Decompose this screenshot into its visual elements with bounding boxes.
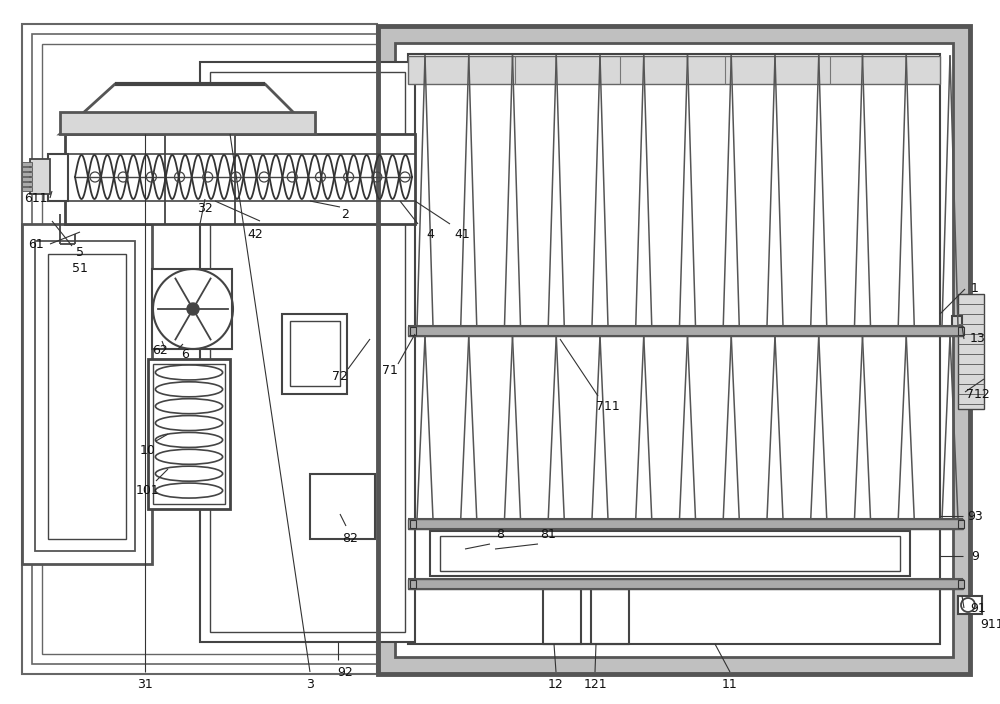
Text: 5: 5 bbox=[76, 246, 84, 258]
Bar bbox=[32, 34, 377, 664]
Text: 712: 712 bbox=[966, 387, 990, 401]
Bar bbox=[952, 316, 962, 334]
Text: 3: 3 bbox=[306, 677, 314, 691]
Bar bbox=[148, 359, 230, 509]
Bar bbox=[22, 224, 152, 564]
Bar bbox=[591, 589, 629, 644]
Bar bbox=[958, 596, 982, 614]
Bar bbox=[958, 294, 984, 409]
Text: 1: 1 bbox=[971, 282, 979, 296]
Bar bbox=[958, 520, 964, 528]
Text: 31: 31 bbox=[137, 677, 153, 691]
Bar bbox=[48, 154, 68, 201]
Text: 611: 611 bbox=[24, 191, 48, 204]
Bar bbox=[408, 519, 963, 529]
Text: 13: 13 bbox=[970, 332, 986, 346]
Bar bbox=[22, 24, 377, 674]
Bar bbox=[282, 314, 347, 394]
Bar bbox=[378, 26, 970, 674]
Circle shape bbox=[187, 303, 199, 315]
Text: 4: 4 bbox=[426, 227, 434, 241]
Bar bbox=[35, 241, 135, 551]
Bar bbox=[165, 134, 235, 224]
Bar bbox=[22, 177, 32, 181]
Bar bbox=[22, 162, 32, 166]
Bar bbox=[310, 474, 375, 539]
Bar bbox=[543, 589, 581, 644]
Bar bbox=[290, 321, 340, 386]
Text: 9: 9 bbox=[971, 550, 979, 562]
Text: 121: 121 bbox=[583, 677, 607, 691]
Bar bbox=[48, 254, 126, 539]
Bar bbox=[410, 327, 416, 335]
Bar bbox=[153, 364, 225, 504]
Bar bbox=[408, 579, 963, 589]
Text: 12: 12 bbox=[548, 677, 564, 691]
Polygon shape bbox=[60, 84, 315, 134]
Bar bbox=[958, 580, 964, 588]
Bar bbox=[210, 72, 405, 632]
Bar bbox=[408, 326, 963, 336]
Bar bbox=[60, 112, 315, 134]
Bar bbox=[430, 531, 910, 576]
Bar bbox=[408, 56, 940, 84]
Bar bbox=[408, 54, 940, 644]
Bar bbox=[30, 159, 50, 194]
Text: 10: 10 bbox=[140, 444, 156, 458]
Text: 72: 72 bbox=[332, 370, 348, 382]
Bar bbox=[200, 62, 415, 642]
Text: 61: 61 bbox=[28, 237, 44, 251]
Bar bbox=[152, 269, 232, 349]
Bar bbox=[958, 327, 964, 335]
Text: 91: 91 bbox=[970, 601, 986, 615]
Text: 911: 911 bbox=[980, 617, 1000, 631]
Bar bbox=[42, 44, 377, 654]
Text: 92: 92 bbox=[337, 665, 353, 679]
Text: 2: 2 bbox=[341, 208, 349, 220]
Text: 41: 41 bbox=[454, 227, 470, 241]
Text: 11: 11 bbox=[722, 677, 738, 691]
Bar bbox=[378, 26, 970, 674]
Bar bbox=[22, 187, 32, 191]
Bar bbox=[22, 172, 32, 176]
Text: 32: 32 bbox=[197, 201, 213, 215]
Text: 42: 42 bbox=[247, 227, 263, 241]
Text: 62: 62 bbox=[152, 344, 168, 358]
Bar bbox=[395, 43, 953, 657]
Text: 82: 82 bbox=[342, 532, 358, 544]
Bar bbox=[22, 167, 32, 171]
Text: 93: 93 bbox=[967, 510, 983, 522]
Bar bbox=[22, 182, 32, 186]
Text: 71: 71 bbox=[382, 365, 398, 377]
Bar bbox=[440, 536, 900, 571]
Bar bbox=[65, 134, 415, 224]
Text: 101: 101 bbox=[136, 484, 160, 498]
Bar bbox=[410, 520, 416, 528]
Text: 81: 81 bbox=[540, 527, 556, 541]
Text: 8: 8 bbox=[496, 527, 504, 541]
Text: 51: 51 bbox=[72, 261, 88, 275]
Text: 711: 711 bbox=[596, 399, 620, 413]
Bar bbox=[410, 580, 416, 588]
Text: 6: 6 bbox=[181, 348, 189, 360]
